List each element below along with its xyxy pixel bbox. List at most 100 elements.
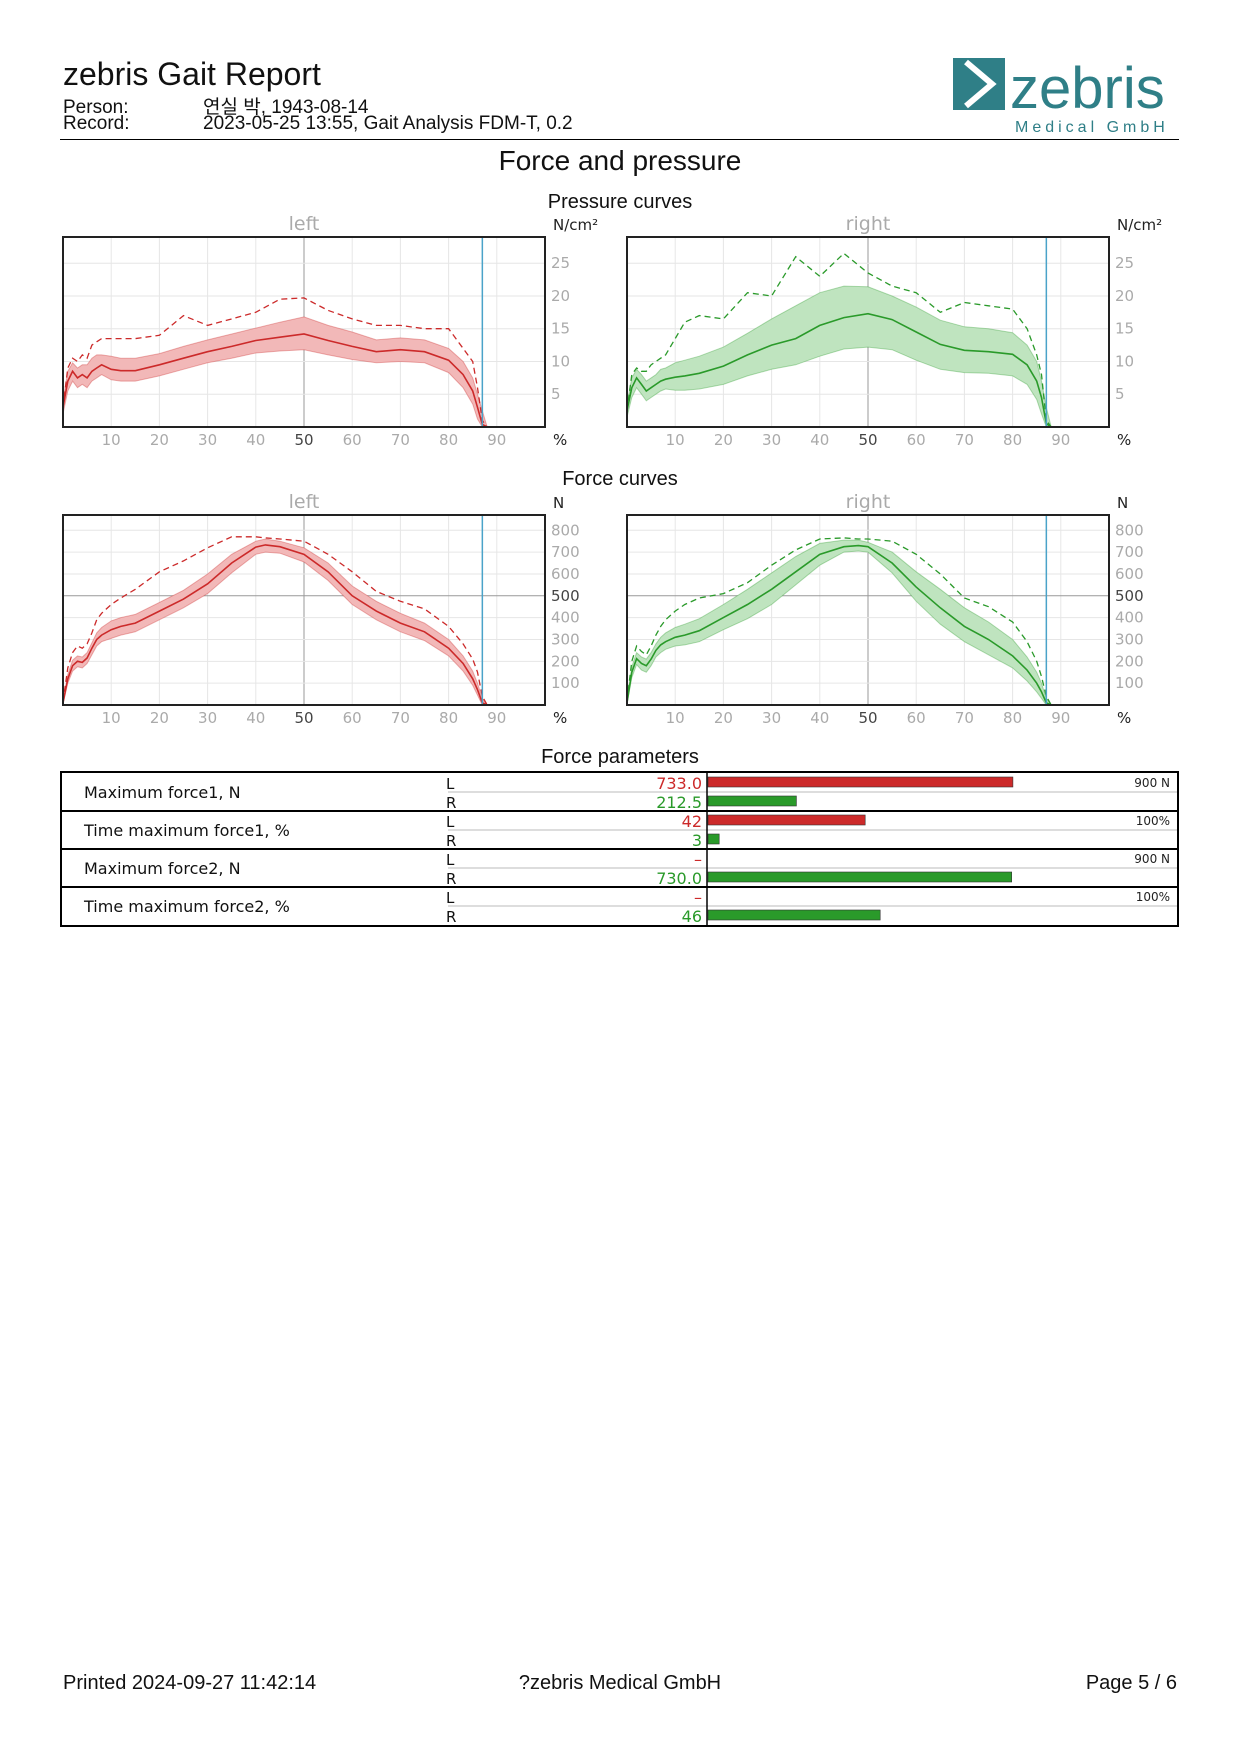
logo-subtitle: Medical GmbH bbox=[1015, 119, 1169, 136]
parameter-label: Time maximum force2, % bbox=[83, 897, 290, 916]
parameter-label: Maximum force2, N bbox=[84, 859, 241, 878]
scale-label: 900 N bbox=[1134, 852, 1170, 866]
person-row: Person: 연실 박, 1943-08-14 bbox=[63, 92, 368, 119]
x-tick-label: 90 bbox=[487, 709, 506, 727]
mean-curve-line bbox=[62, 333, 545, 428]
page-title: Force and pressure bbox=[498, 145, 742, 176]
y-tick-label: 800 bbox=[551, 521, 580, 539]
x-tick-label: 60 bbox=[907, 431, 926, 449]
logo-mark bbox=[953, 58, 1005, 110]
record-row: Record: 2023-05-25 13:55, Gait Analysis F… bbox=[63, 113, 573, 135]
x-tick-label: 10 bbox=[102, 431, 121, 449]
side-letter-r: R bbox=[446, 908, 456, 925]
side-letter-l: L bbox=[446, 775, 455, 793]
value-r: 212.5 bbox=[656, 793, 702, 812]
record-value: 2023-05-25 13:55, Gait Analysis FDM-T, 0… bbox=[203, 113, 573, 134]
plot-frame bbox=[62, 236, 546, 428]
y-unit-label: N/cm² bbox=[553, 216, 598, 234]
pressure-section-title: Pressure curves bbox=[547, 191, 693, 213]
max-curve-line bbox=[62, 297, 545, 428]
x-unit-label: % bbox=[553, 709, 567, 727]
max-curve-line bbox=[626, 537, 1109, 706]
x-tick-label: 80 bbox=[439, 709, 458, 727]
value-l: – bbox=[694, 850, 702, 869]
mean-curve-line bbox=[626, 312, 1109, 428]
y-tick-label: 300 bbox=[551, 630, 580, 648]
footer-copyright: ?zebris Medical GmbH bbox=[518, 1672, 722, 1694]
x-tick-label: 70 bbox=[955, 709, 974, 727]
max-curve-line bbox=[62, 536, 545, 706]
y-tick-label: 100 bbox=[551, 674, 580, 692]
bar-r bbox=[707, 871, 1013, 883]
y-tick-label: 600 bbox=[551, 565, 580, 583]
x-tick-label: 60 bbox=[343, 709, 362, 727]
bar-l bbox=[707, 814, 866, 826]
x-tick-label: 50 bbox=[294, 709, 313, 727]
value-r: 730.0 bbox=[656, 869, 702, 888]
x-tick-label: 30 bbox=[762, 431, 781, 449]
y-unit-label: N bbox=[1117, 494, 1128, 512]
bar-l bbox=[707, 776, 1014, 788]
y-tick-label: 5 bbox=[551, 385, 561, 403]
y-tick-label: 700 bbox=[551, 543, 580, 561]
x-tick-label: 70 bbox=[391, 431, 410, 449]
logo-chevron-icon bbox=[964, 59, 997, 109]
x-tick-label: 60 bbox=[907, 709, 926, 727]
x-tick-label: 20 bbox=[714, 709, 733, 727]
parameter-label: Maximum force1, N bbox=[84, 783, 241, 802]
record-label: Record: bbox=[63, 113, 130, 134]
y-tick-label: 100 bbox=[1115, 674, 1144, 692]
x-tick-label: 60 bbox=[343, 431, 362, 449]
value-l: 42 bbox=[682, 812, 702, 831]
y-tick-label: 600 bbox=[1115, 565, 1144, 583]
force-parameters-chart: Maximum force1, N 900 N L 733.0 R 212.5 Time m… bbox=[62, 773, 1177, 925]
x-tick-label: 10 bbox=[666, 431, 685, 449]
side-letter-l: L bbox=[446, 813, 455, 831]
force-chart-right: right N% 10 20 30 40 50 60 70 80 90 100 200 300 400 500… bbox=[626, 491, 1144, 727]
force-parameters-table: Maximum force1, N 900 N L 733.0 R 212.5 Time m… bbox=[60, 771, 1179, 927]
scale-label: 100% bbox=[1136, 814, 1170, 828]
person-value: 연실 박, 1943-08-14 bbox=[203, 97, 369, 118]
mean-curve-line bbox=[62, 544, 545, 706]
x-unit-label: % bbox=[553, 431, 567, 449]
x-tick-label: 20 bbox=[714, 431, 733, 449]
value-r: 3 bbox=[692, 831, 702, 850]
y-tick-label: 500 bbox=[551, 587, 580, 605]
bar-r bbox=[707, 833, 720, 845]
x-tick-label: 20 bbox=[150, 431, 169, 449]
y-tick-label: 300 bbox=[1115, 630, 1144, 648]
scale-label: 100% bbox=[1136, 890, 1170, 904]
zebris-logo: zebris Medical GmbH bbox=[953, 56, 1169, 136]
x-tick-label: 10 bbox=[666, 709, 685, 727]
y-tick-label: 20 bbox=[551, 287, 570, 305]
x-tick-label: 80 bbox=[1003, 431, 1022, 449]
chart-side-title: right bbox=[846, 213, 891, 235]
y-tick-label: 400 bbox=[1115, 609, 1144, 627]
x-tick-label: 80 bbox=[439, 431, 458, 449]
x-tick-label: 70 bbox=[955, 431, 974, 449]
x-tick-label: 40 bbox=[810, 431, 829, 449]
plot-frame bbox=[626, 236, 1110, 428]
x-tick-label: 20 bbox=[150, 709, 169, 727]
bar-r bbox=[707, 795, 797, 807]
pressure-chart-left: left N/cm²% 10 20 30 40 50 60 70 80 90 5 10 15 20 25 bbox=[62, 213, 598, 449]
params-section-title: Force parameters bbox=[541, 746, 699, 768]
person-label: Person: bbox=[63, 97, 129, 118]
y-tick-label: 25 bbox=[551, 254, 570, 272]
y-tick-label: 200 bbox=[1115, 652, 1144, 670]
page-number: Page 5 / 6 bbox=[1085, 1672, 1177, 1694]
x-tick-label: 30 bbox=[762, 709, 781, 727]
header-divider bbox=[60, 139, 1179, 140]
x-tick-label: 50 bbox=[858, 431, 877, 449]
y-tick-label: 5 bbox=[1115, 385, 1125, 403]
side-letter-r: R bbox=[446, 870, 456, 888]
x-tick-label: 90 bbox=[487, 431, 506, 449]
logo-wordmark: zebris bbox=[1010, 56, 1165, 121]
y-tick-label: 700 bbox=[1115, 543, 1144, 561]
report-title: zebris Gait Report bbox=[63, 56, 321, 92]
chart-side-title: left bbox=[289, 491, 320, 513]
x-tick-label: 90 bbox=[1051, 709, 1070, 727]
chart-side-title: right bbox=[846, 491, 891, 513]
plot-frame bbox=[626, 514, 1110, 706]
max-curve-line bbox=[626, 252, 1109, 428]
